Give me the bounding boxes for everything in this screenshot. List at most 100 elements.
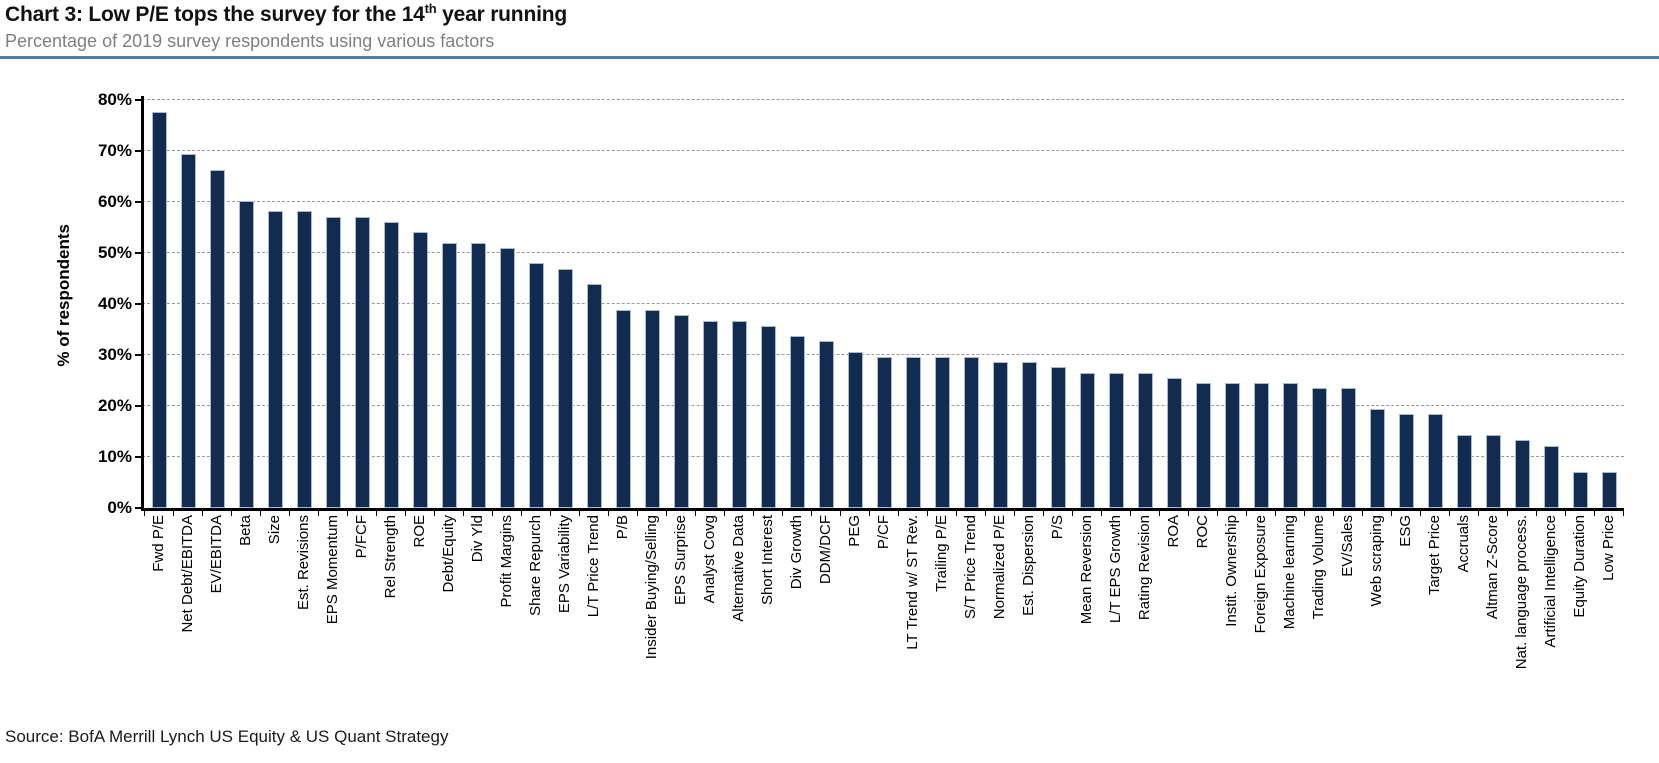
x-category-label: Web scraping — [1368, 515, 1385, 607]
y-tick-mark — [135, 149, 142, 153]
x-category-label: Est. Revisions — [295, 515, 312, 611]
x-category-label: EPS Surprise — [672, 515, 689, 606]
x-category-label: P/S — [1049, 515, 1066, 540]
x-tick-mark — [1187, 510, 1190, 516]
gridline — [142, 99, 1624, 100]
y-tick-label: 70% — [97, 141, 132, 160]
y-tick-mark — [135, 251, 142, 255]
bar — [847, 351, 863, 508]
x-category-label: ROE — [411, 515, 428, 548]
x-category-label: EPS Momentum — [324, 515, 341, 625]
bar — [325, 216, 341, 508]
x-tick-mark — [1506, 510, 1509, 516]
x-tick-mark — [955, 510, 958, 516]
y-tick-mark — [135, 404, 142, 408]
bar — [1224, 383, 1240, 508]
bar — [789, 336, 805, 508]
gridline — [142, 303, 1624, 304]
y-tick-mark — [135, 353, 142, 357]
bar — [238, 200, 254, 508]
bar — [876, 357, 892, 508]
bar — [528, 263, 544, 508]
bar — [470, 242, 486, 508]
bar — [1137, 372, 1153, 508]
x-category-label: Mean Reversion — [1078, 515, 1095, 625]
x-tick-mark — [1332, 510, 1335, 516]
x-tick-mark — [1042, 510, 1045, 516]
x-tick-mark — [1071, 510, 1074, 516]
x-category-label: Trading Volume — [1310, 515, 1327, 620]
x-category-label: Alternative Data — [730, 515, 747, 622]
x-tick-mark — [1593, 510, 1596, 516]
bar — [644, 310, 660, 508]
x-category-label: Div Yld — [469, 515, 486, 563]
x-tick-mark — [1361, 510, 1364, 516]
chart-title-suffix: year running — [436, 3, 567, 26]
bar — [151, 112, 167, 508]
x-category-label: P/B — [614, 515, 631, 540]
bar — [1543, 445, 1559, 508]
x-category-label: Altman Z-Score — [1484, 515, 1501, 620]
x-category-label: Beta — [237, 515, 254, 546]
x-category-label: Insider Buying/Selling — [643, 515, 660, 660]
y-tick-label: 40% — [97, 294, 132, 313]
x-category-label: Fwd P/E — [150, 515, 167, 572]
y-tick-mark — [135, 98, 142, 102]
x-tick-mark — [1390, 510, 1393, 516]
x-tick-mark — [143, 510, 146, 516]
bar — [1195, 383, 1211, 508]
y-tick-mark — [135, 455, 142, 459]
x-tick-mark — [1216, 510, 1219, 516]
x-tick-mark — [259, 510, 262, 516]
bar — [963, 357, 979, 508]
y-tick-label: 20% — [97, 396, 132, 415]
x-category-label: Debt/Equity — [440, 515, 457, 593]
x-tick-mark — [1274, 510, 1277, 516]
x-category-label: L/T EPS Growth — [1107, 515, 1124, 624]
x-tick-mark — [230, 510, 233, 516]
bar — [1050, 367, 1066, 508]
y-axis-line — [141, 96, 144, 511]
x-category-label: Div Growth — [788, 515, 805, 590]
x-category-label: ROA — [1165, 515, 1182, 548]
y-tick-label: 80% — [97, 90, 132, 109]
x-category-label: PEG — [846, 515, 863, 547]
bar — [1427, 414, 1443, 508]
bar — [412, 232, 428, 508]
x-tick-mark — [491, 510, 494, 516]
x-category-label: Rating Revision — [1136, 515, 1153, 621]
x-axis-line — [141, 508, 1624, 511]
x-category-label: S/T Price Trend — [962, 515, 979, 619]
x-tick-mark — [984, 510, 987, 516]
x-category-label: DDM/DCF — [817, 515, 834, 585]
x-tick-mark — [1564, 510, 1567, 516]
x-category-label: EV/EBITDA — [208, 515, 225, 594]
x-tick-mark — [1013, 510, 1016, 516]
x-category-label: Normalized P/E — [991, 515, 1008, 620]
x-category-label: Profit Margins — [498, 515, 515, 608]
gridline — [142, 252, 1624, 253]
x-tick-mark — [317, 510, 320, 516]
x-tick-mark — [1245, 510, 1248, 516]
x-tick-mark — [172, 510, 175, 516]
bar — [731, 320, 747, 508]
x-category-label: Est. Dispersion — [1020, 515, 1037, 616]
x-tick-mark — [781, 510, 784, 516]
bar — [702, 320, 718, 508]
x-tick-mark — [607, 510, 610, 516]
bar — [934, 357, 950, 508]
bar — [1079, 372, 1095, 508]
bar — [557, 268, 573, 508]
bar — [1108, 372, 1124, 508]
bar — [905, 357, 921, 508]
x-tick-mark — [346, 510, 349, 516]
bar — [1253, 383, 1269, 508]
bar — [267, 211, 283, 508]
y-tick-label: 60% — [97, 192, 132, 211]
bar — [209, 169, 225, 508]
x-category-label: Size — [266, 515, 283, 545]
x-tick-mark — [926, 510, 929, 516]
bar — [1369, 409, 1385, 508]
y-tick-mark — [135, 506, 142, 510]
